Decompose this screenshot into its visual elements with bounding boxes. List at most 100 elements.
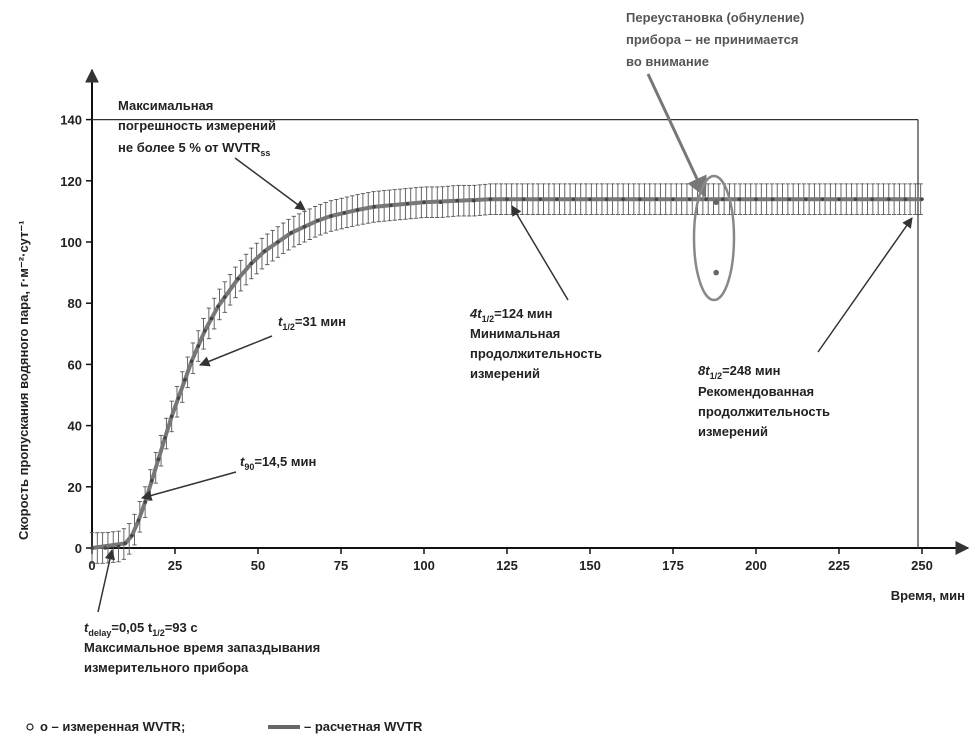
measured-point	[621, 197, 625, 201]
measured-point	[787, 197, 791, 201]
measured-point	[488, 197, 493, 201]
t-90-main: t	[240, 454, 245, 469]
svg-text:Максимальное время запаздывани: Максимальное время запаздывания	[84, 640, 320, 655]
arrow-reset	[646, 73, 707, 198]
delay-mid: =0,05 t	[111, 620, 153, 635]
measured-point	[176, 396, 181, 400]
svg-text:8t1/2=248 мин: 8t1/2=248 мин	[698, 363, 780, 381]
measured-point	[704, 197, 708, 201]
annotation-max-error: Максимальная погрешность измерений не бо…	[118, 98, 306, 211]
outlier-point	[713, 269, 719, 276]
delay-sub: delay	[88, 628, 111, 638]
measured-point	[329, 214, 333, 218]
y-tick-label: 100	[60, 235, 82, 250]
measured-point	[455, 198, 460, 203]
arrow-eight-t	[817, 217, 913, 353]
svg-text:измерений: измерений	[470, 366, 540, 381]
legend-marker-icon	[26, 723, 34, 731]
x-tick-label: 225	[828, 558, 850, 573]
four-t-sub: 1/2	[482, 314, 495, 324]
svg-text:Минимальная: Минимальная	[470, 326, 560, 341]
measured-point	[820, 197, 825, 201]
four-t-pre: 4t	[469, 306, 482, 321]
svg-text:Рекомендованная: Рекомендованная	[698, 384, 814, 399]
delay-pre: t	[84, 620, 89, 635]
annotation-t-90: t90=14,5 мин	[140, 454, 316, 501]
measured-point	[422, 200, 426, 205]
measured-point	[555, 197, 559, 201]
outlier-point	[713, 199, 719, 206]
measured-point	[236, 276, 240, 281]
delay-rest: =93 с	[165, 620, 198, 635]
t-half-rest: =31 мин	[295, 314, 346, 329]
measured-point	[163, 436, 167, 440]
y-tick-label: 20	[68, 480, 82, 495]
x-tick-label: 50	[251, 558, 265, 573]
x-axis-label: Время, мин	[891, 588, 965, 603]
measured-point	[671, 197, 675, 201]
x-tick-label: 125	[496, 558, 518, 573]
t-half-sub: 1/2	[282, 322, 295, 332]
t-90-rest: =14,5 мин	[254, 454, 316, 469]
measured-point	[276, 240, 280, 244]
measured-point	[143, 500, 147, 504]
measured-point	[804, 197, 808, 201]
arrow-delay	[97, 548, 116, 613]
x-tick-label: 25	[168, 558, 182, 573]
annotation-t-half: t1/2=31 мин	[199, 314, 346, 367]
svg-text:Максимальная: Максимальная	[118, 98, 213, 113]
max-error-line3: не более 5 % от WVTR	[118, 140, 261, 155]
axes	[85, 68, 970, 555]
legend-line-label: – расчетная WVTR	[304, 719, 423, 734]
t-90-sub: 90	[244, 462, 254, 472]
y-tick-label: 0	[75, 541, 82, 556]
measured-point	[754, 197, 758, 201]
eight-t-pre: 8t	[698, 363, 710, 378]
measured-point	[216, 304, 220, 309]
arrow-t-90	[140, 471, 237, 501]
measured-point	[721, 197, 725, 201]
eight-t-rest: =248 мин	[722, 363, 780, 378]
svg-text:продолжительность: продолжительность	[698, 404, 830, 419]
x-tick-label: 0	[88, 558, 95, 573]
svg-text:продолжительность: продолжительность	[470, 346, 602, 361]
svg-text:прибора – не принимается: прибора – не принимается	[626, 32, 798, 47]
measured-point	[103, 546, 108, 550]
measured-point	[123, 541, 127, 546]
measured-point	[209, 316, 214, 321]
measured-point	[116, 544, 121, 549]
measured-point	[604, 197, 609, 201]
measured-point	[169, 414, 174, 419]
svg-text:погрешность измерений: погрешность измерений	[118, 118, 276, 133]
measured-point	[203, 328, 207, 333]
t-half-main: t	[278, 314, 283, 329]
measured-point	[887, 197, 891, 201]
svg-text:не более 5 % от WVTRss: не более 5 % от WVTRss	[118, 140, 270, 158]
measured-point	[538, 197, 542, 201]
delay-sub2: 1/2	[152, 628, 165, 638]
svg-text:во внимание: во внимание	[626, 54, 709, 69]
measured-point	[837, 197, 841, 201]
measured-point	[588, 197, 592, 201]
x-tick-label: 250	[911, 558, 933, 573]
measured-point	[920, 197, 924, 201]
svg-text:t90=14,5 мин: t90=14,5 мин	[240, 454, 316, 472]
measured-point	[505, 197, 509, 201]
measured-point	[355, 208, 360, 212]
x-tick-label: 200	[745, 558, 767, 573]
y-tick-label: 120	[60, 174, 82, 189]
measured-point	[302, 224, 307, 229]
svg-text:измерительного прибора: измерительного прибора	[84, 660, 249, 675]
measured-point	[903, 197, 908, 201]
measured-point	[853, 197, 858, 201]
reference-frame	[92, 118, 919, 548]
svg-text:Переустановка (обнуление): Переустановка (обнуление)	[626, 10, 804, 25]
measured-point	[149, 478, 154, 483]
measured-point	[389, 203, 393, 208]
eight-t-sub: 1/2	[710, 371, 723, 381]
y-tick-label: 80	[68, 296, 82, 311]
svg-text:измерений: измерений	[698, 424, 768, 439]
measured-point	[289, 231, 294, 235]
measured-point	[130, 533, 134, 538]
measured-point	[372, 205, 377, 209]
